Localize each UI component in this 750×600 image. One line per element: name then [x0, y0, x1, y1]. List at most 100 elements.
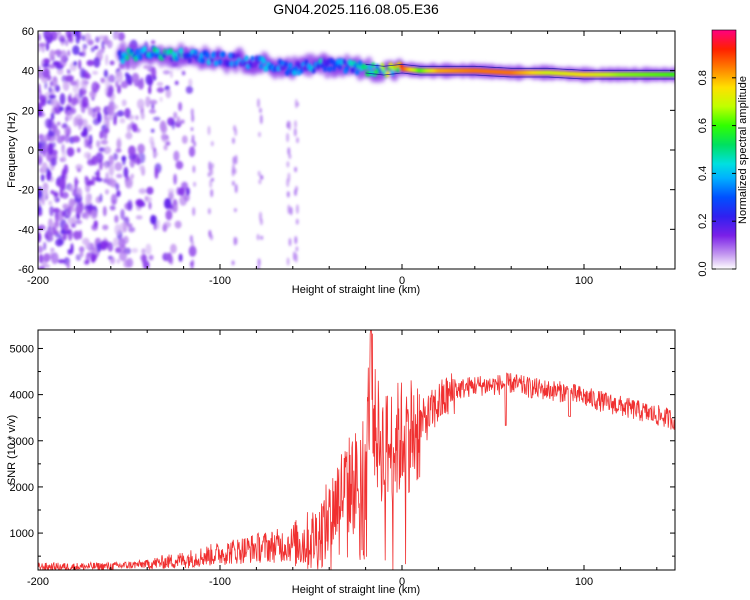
noise-blob: [38, 199, 41, 207]
noise-blob: [73, 61, 77, 66]
noise-blob: [58, 35, 66, 43]
noise-blob: [52, 60, 61, 67]
noise-blob: [176, 116, 181, 124]
noise-blob: [174, 220, 182, 229]
noise-blob: [48, 131, 55, 137]
noise-blob: [82, 46, 86, 58]
noise-blob: [128, 177, 133, 186]
noise-blob: [150, 128, 155, 133]
noise-blob: [62, 232, 67, 241]
noise-blob: [48, 86, 52, 94]
noise-streak: [294, 98, 298, 109]
noise-blob: [38, 254, 44, 264]
colorbar-label: Normalized spectral amplitude: [737, 76, 749, 224]
noise-blob: [58, 178, 66, 190]
noise-streak: [293, 127, 297, 137]
noise-blob: [124, 107, 131, 119]
y-tick-label: 2000: [10, 482, 34, 494]
noise-blob: [78, 246, 85, 253]
noise-blob: [84, 72, 91, 80]
noise-blob: [94, 45, 99, 50]
noise-blob: [98, 35, 106, 41]
noise-blob: [115, 80, 119, 88]
ridge-core-cell: [155, 48, 160, 55]
noise-blob: [178, 101, 183, 112]
noise-blob: [136, 157, 141, 166]
noise-blob: [115, 183, 120, 191]
noise-blob: [153, 215, 158, 227]
noise-blob: [48, 200, 53, 206]
y-tick-label: 20: [22, 105, 34, 117]
noise-blob: [67, 228, 73, 241]
y-tick-label: 3000: [10, 436, 34, 448]
noise-blob: [135, 215, 143, 220]
x-tick-label: -100: [209, 275, 231, 287]
noise-blob: [98, 113, 102, 123]
noise-streak: [191, 114, 195, 123]
noise-blob: [173, 111, 178, 119]
ridge-core-cell: [304, 59, 309, 66]
noise-streak: [233, 236, 237, 246]
noise-blob: [151, 66, 157, 79]
noise-blob: [117, 84, 121, 94]
noise-blob: [165, 209, 173, 221]
noise-streak: [294, 120, 297, 129]
noise-blob: [43, 253, 51, 263]
noise-blob: [40, 196, 45, 204]
noise-blob: [185, 187, 190, 196]
noise-blob: [57, 31, 61, 36]
x-tick-label: -100: [209, 576, 231, 588]
ridge-core-cell: [363, 64, 369, 71]
x-tick-label: 0: [399, 576, 405, 588]
ridge-core-cell: [120, 58, 126, 65]
ridge-core-cell: [311, 67, 316, 74]
noise-blob: [67, 94, 72, 104]
noise-streak: [287, 147, 291, 156]
noise-blob: [59, 106, 64, 112]
noise-streak: [192, 165, 196, 173]
noise-blob: [62, 80, 70, 92]
noise-blob: [76, 187, 83, 199]
noise-blob: [86, 180, 93, 187]
noise-blob: [75, 219, 83, 225]
ridge-core-cell: [213, 60, 219, 67]
noise-streak: [211, 177, 214, 182]
noise-blob: [47, 118, 53, 130]
noise-blob: [128, 226, 136, 233]
noise-blob: [137, 143, 145, 154]
noise-blob: [136, 98, 145, 110]
noise-streak: [259, 218, 263, 226]
noise-streak: [207, 125, 211, 136]
noise-blob: [122, 221, 128, 233]
noise-blob: [109, 256, 116, 265]
noise-blob: [66, 261, 70, 269]
noise-blob: [42, 186, 48, 196]
noise-blob: [90, 46, 95, 53]
ridge-core-cell: [231, 52, 236, 59]
noise-blob: [63, 223, 69, 232]
noise-streak: [190, 127, 194, 132]
noise-blob: [135, 115, 139, 121]
noise-blob: [56, 68, 64, 75]
noise-blob: [141, 248, 146, 255]
y-tick-label: 4000: [10, 390, 34, 402]
noise-blob: [188, 146, 196, 158]
noise-blob: [99, 240, 108, 250]
spectrogram-y-axis: -60 -40 -20 0 20 40 60: [18, 26, 675, 276]
noise-blob: [54, 49, 62, 55]
noise-blob: [123, 259, 131, 268]
noise-blob: [69, 80, 78, 86]
ridge-core-cell: [672, 72, 675, 77]
noise-blob: [38, 245, 44, 254]
ridge-core-cell: [261, 58, 267, 65]
noise-blob: [128, 78, 133, 86]
noise-streak: [260, 235, 264, 240]
noise-blob: [115, 148, 122, 153]
noise-blob: [74, 176, 78, 187]
noise-streak: [231, 260, 235, 266]
noise-streak: [210, 141, 214, 147]
colorbar-gradient: [711, 29, 737, 270]
ridge-core-cell: [327, 66, 332, 72]
ridge-core-cell: [149, 51, 155, 58]
noise-blob: [50, 112, 55, 121]
